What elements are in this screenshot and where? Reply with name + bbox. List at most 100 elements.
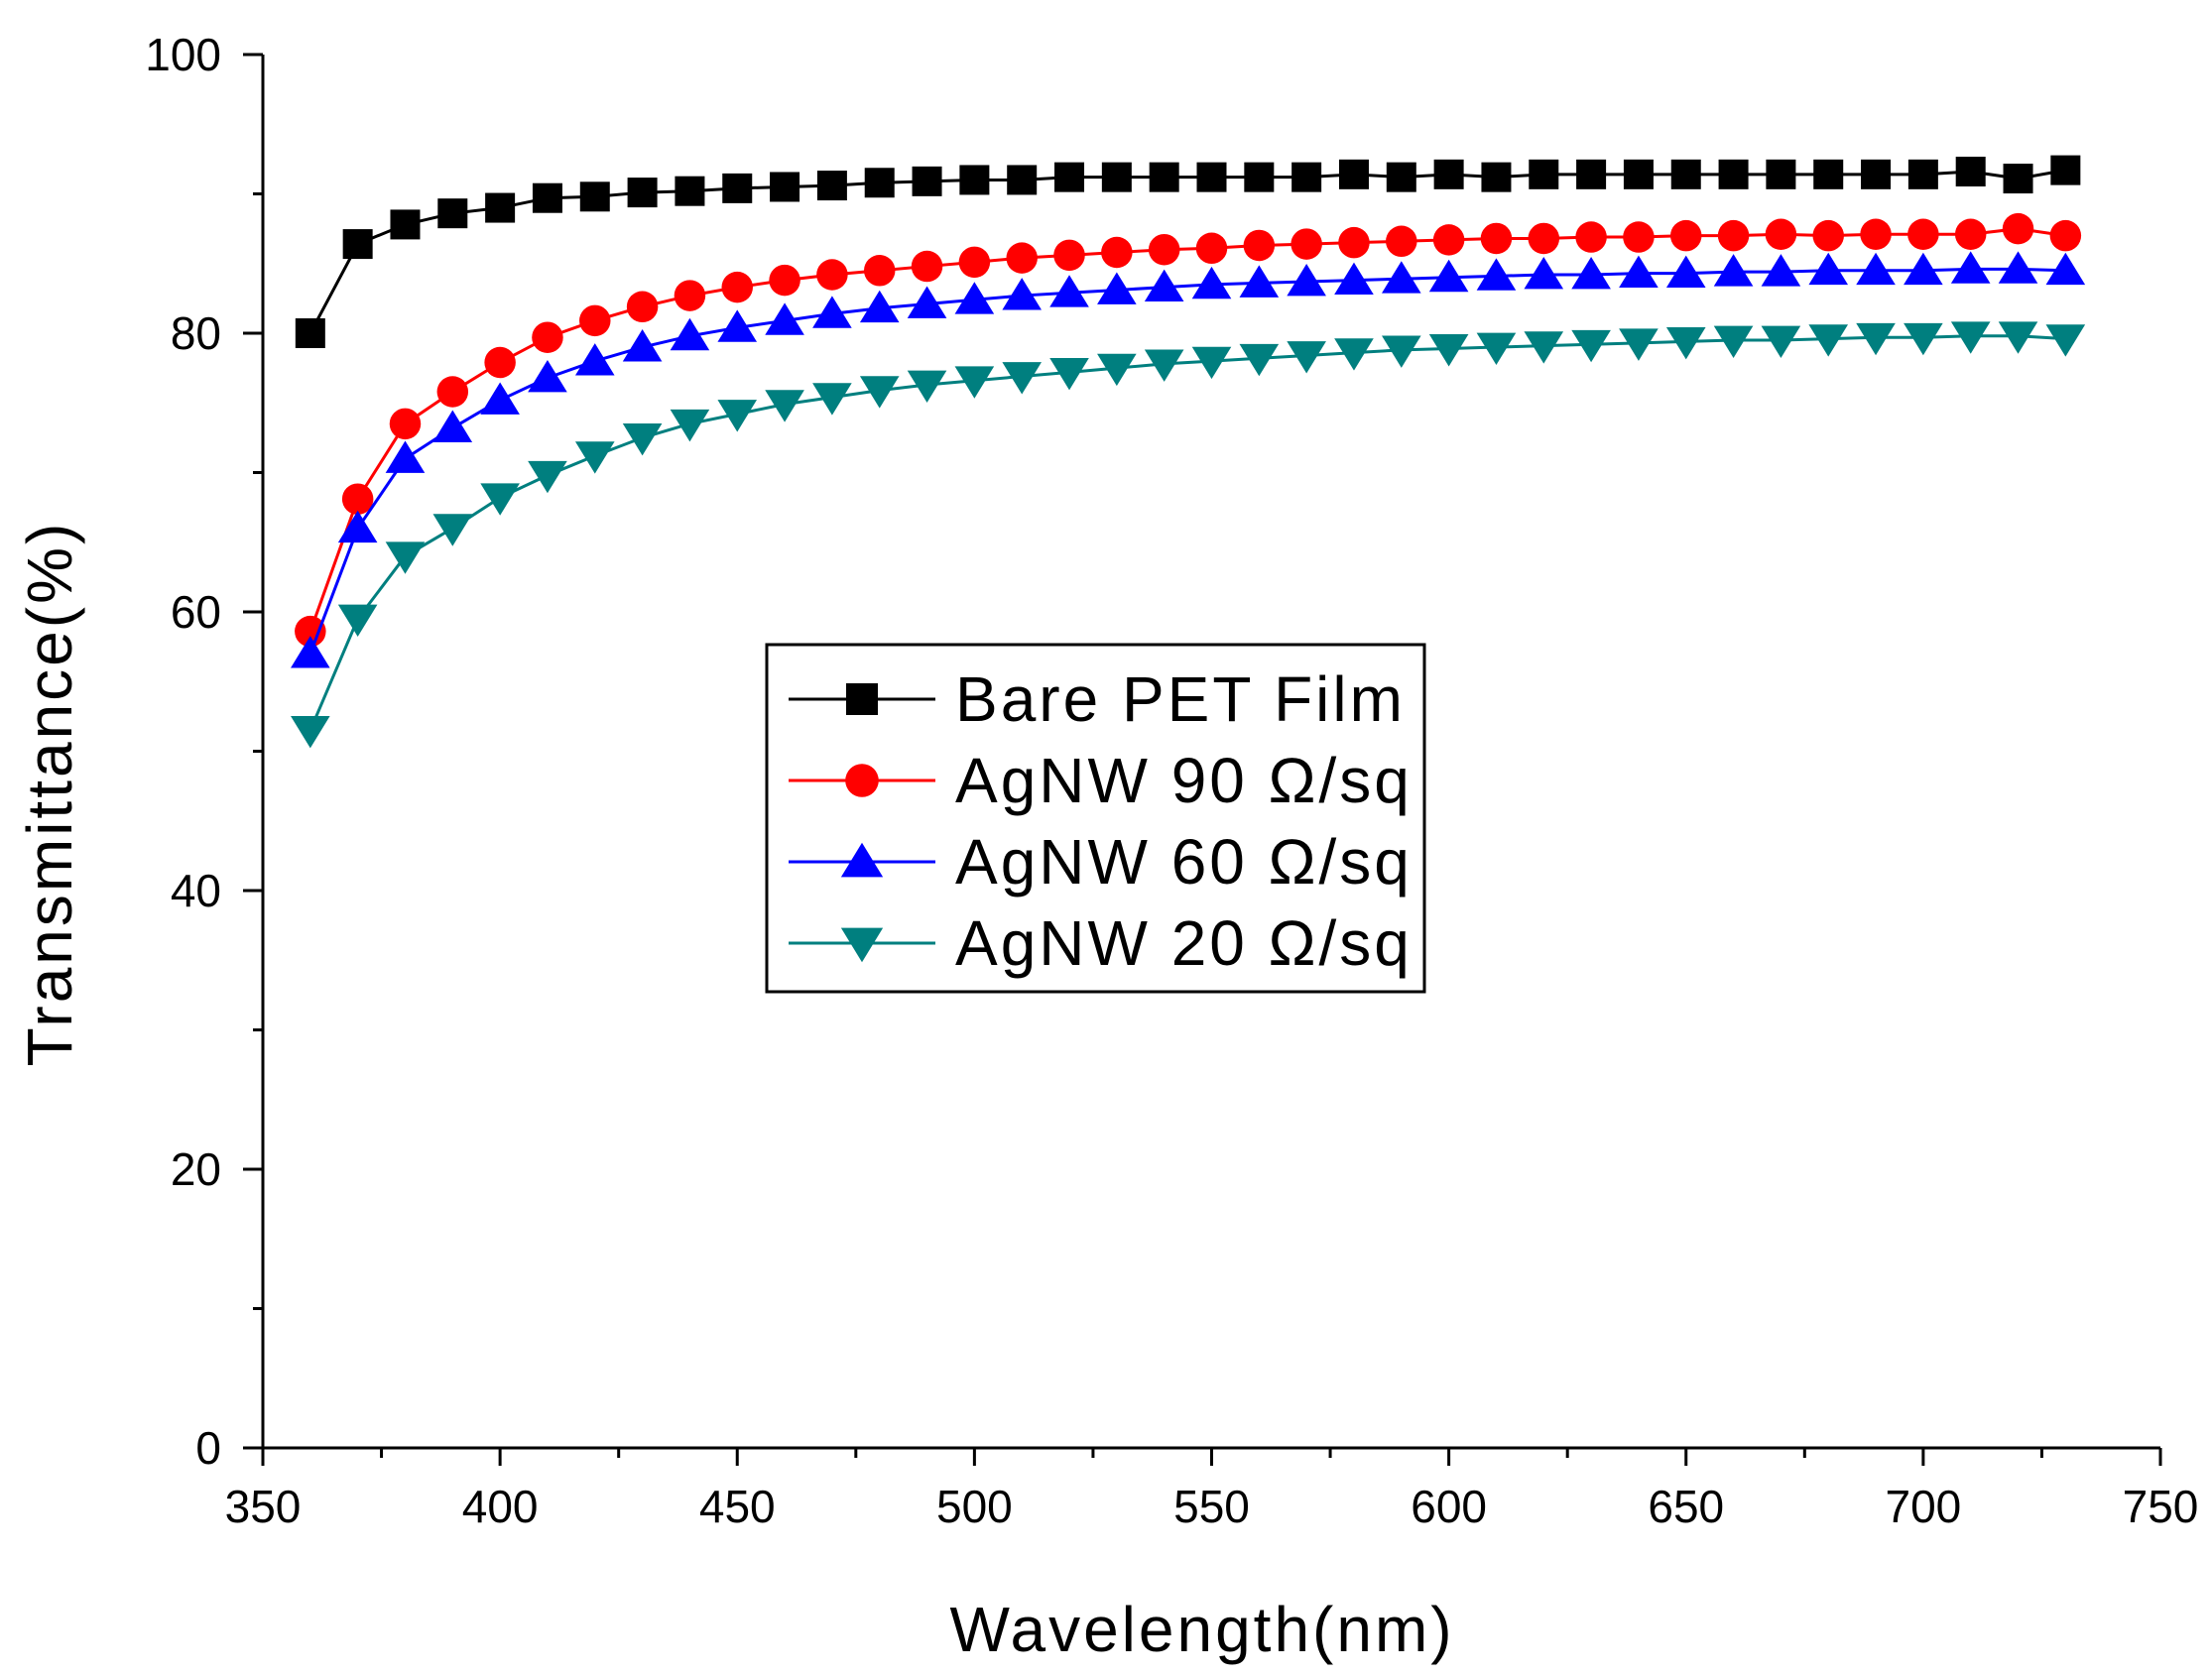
data-point [1713, 325, 1754, 359]
data-point [574, 441, 615, 474]
data-point [1575, 221, 1607, 253]
data-point [1006, 242, 1038, 274]
data-point [721, 271, 753, 303]
data-point [954, 282, 995, 314]
y-tick-label: 40 [171, 865, 221, 916]
data-point [1101, 236, 1133, 269]
data-point [342, 229, 373, 260]
data-point [1148, 233, 1180, 266]
data-point [2003, 164, 2033, 194]
data-point [337, 604, 378, 638]
data-point [1480, 222, 1513, 255]
data-point [1717, 219, 1750, 252]
data-point [1338, 226, 1370, 259]
legend-item-1: AgNW 90 Ω/sq [789, 745, 1413, 816]
data-point [291, 716, 330, 749]
data-point [480, 483, 520, 516]
data-point [1428, 259, 1469, 293]
data-point [389, 408, 422, 440]
data-point [1808, 324, 1849, 357]
data-point [1144, 269, 1184, 302]
data-point [1998, 251, 2038, 284]
data-point [622, 329, 663, 362]
data-point [432, 410, 473, 442]
data-point [1529, 159, 1559, 189]
data-point [812, 296, 852, 328]
data-point [295, 615, 326, 648]
data-point [717, 400, 758, 432]
data-point [1097, 353, 1137, 387]
data-point [1428, 334, 1469, 367]
data-point [1290, 228, 1322, 260]
series-line [308, 227, 2066, 633]
data-point [816, 259, 848, 291]
data-point [1856, 252, 1896, 286]
data-point [765, 390, 804, 422]
data-point [1861, 159, 1892, 189]
data-point [1049, 275, 1089, 307]
x-tick-label: 650 [1648, 1481, 1724, 1532]
legend-marker [840, 842, 884, 878]
data-point [1002, 362, 1042, 395]
data-point [1812, 219, 1844, 252]
data-point [1191, 266, 1232, 299]
y-tick-label: 60 [171, 586, 221, 638]
legend-item-2: AgNW 60 Ω/sq [789, 826, 1413, 898]
data-point [770, 172, 800, 202]
data-point [1291, 162, 1322, 192]
data-point [480, 382, 520, 415]
data-point [1907, 218, 1939, 250]
data-point [1097, 272, 1137, 304]
data-point [907, 370, 947, 403]
data-point [291, 636, 330, 668]
data-point [2049, 219, 2082, 252]
y-tick-label: 20 [171, 1143, 221, 1195]
data-point [579, 181, 610, 212]
data-point [385, 440, 426, 473]
data-point [859, 290, 900, 323]
data-point [1382, 335, 1421, 368]
data-point [1191, 346, 1232, 380]
data-point [722, 173, 753, 203]
data-point [532, 182, 562, 213]
series-0 [295, 155, 2081, 348]
data-point [1998, 321, 2038, 354]
data-point [1619, 255, 1659, 288]
data-point [485, 192, 516, 223]
data-point [1571, 256, 1611, 290]
x-tick-label: 600 [1411, 1481, 1487, 1532]
data-point [1386, 225, 1417, 258]
y-tick-label: 100 [145, 29, 221, 80]
data-point [959, 165, 990, 195]
series-1 [295, 212, 2082, 648]
data-point [670, 409, 710, 442]
data-point [2002, 212, 2034, 245]
data-point [958, 246, 991, 279]
data-point [863, 255, 896, 287]
data-point [1101, 162, 1132, 192]
data-point [717, 309, 758, 342]
data-point [1243, 229, 1276, 262]
legend-label: AgNW 60 Ω/sq [955, 826, 1413, 898]
data-point [1049, 357, 1089, 391]
data-point [1623, 159, 1654, 189]
legend-label: AgNW 90 Ω/sq [955, 745, 1413, 816]
data-point [532, 321, 563, 353]
data-point [1571, 329, 1611, 363]
data-point [1196, 162, 1227, 192]
data-point [1950, 251, 1991, 284]
data-point [1287, 264, 1326, 297]
data-point [1813, 159, 1844, 189]
series-line [308, 169, 2066, 334]
y-tick-label: 0 [195, 1422, 221, 1474]
data-point [1002, 278, 1042, 310]
data-point [1860, 218, 1892, 250]
data-point [1338, 159, 1369, 189]
data-point [1239, 265, 1280, 298]
data-point [1808, 252, 1849, 286]
legend-marker [840, 927, 884, 963]
data-point [911, 250, 943, 283]
legend-label: AgNW 20 Ω/sq [955, 907, 1413, 979]
data-point [670, 317, 710, 351]
data-point [341, 483, 374, 515]
